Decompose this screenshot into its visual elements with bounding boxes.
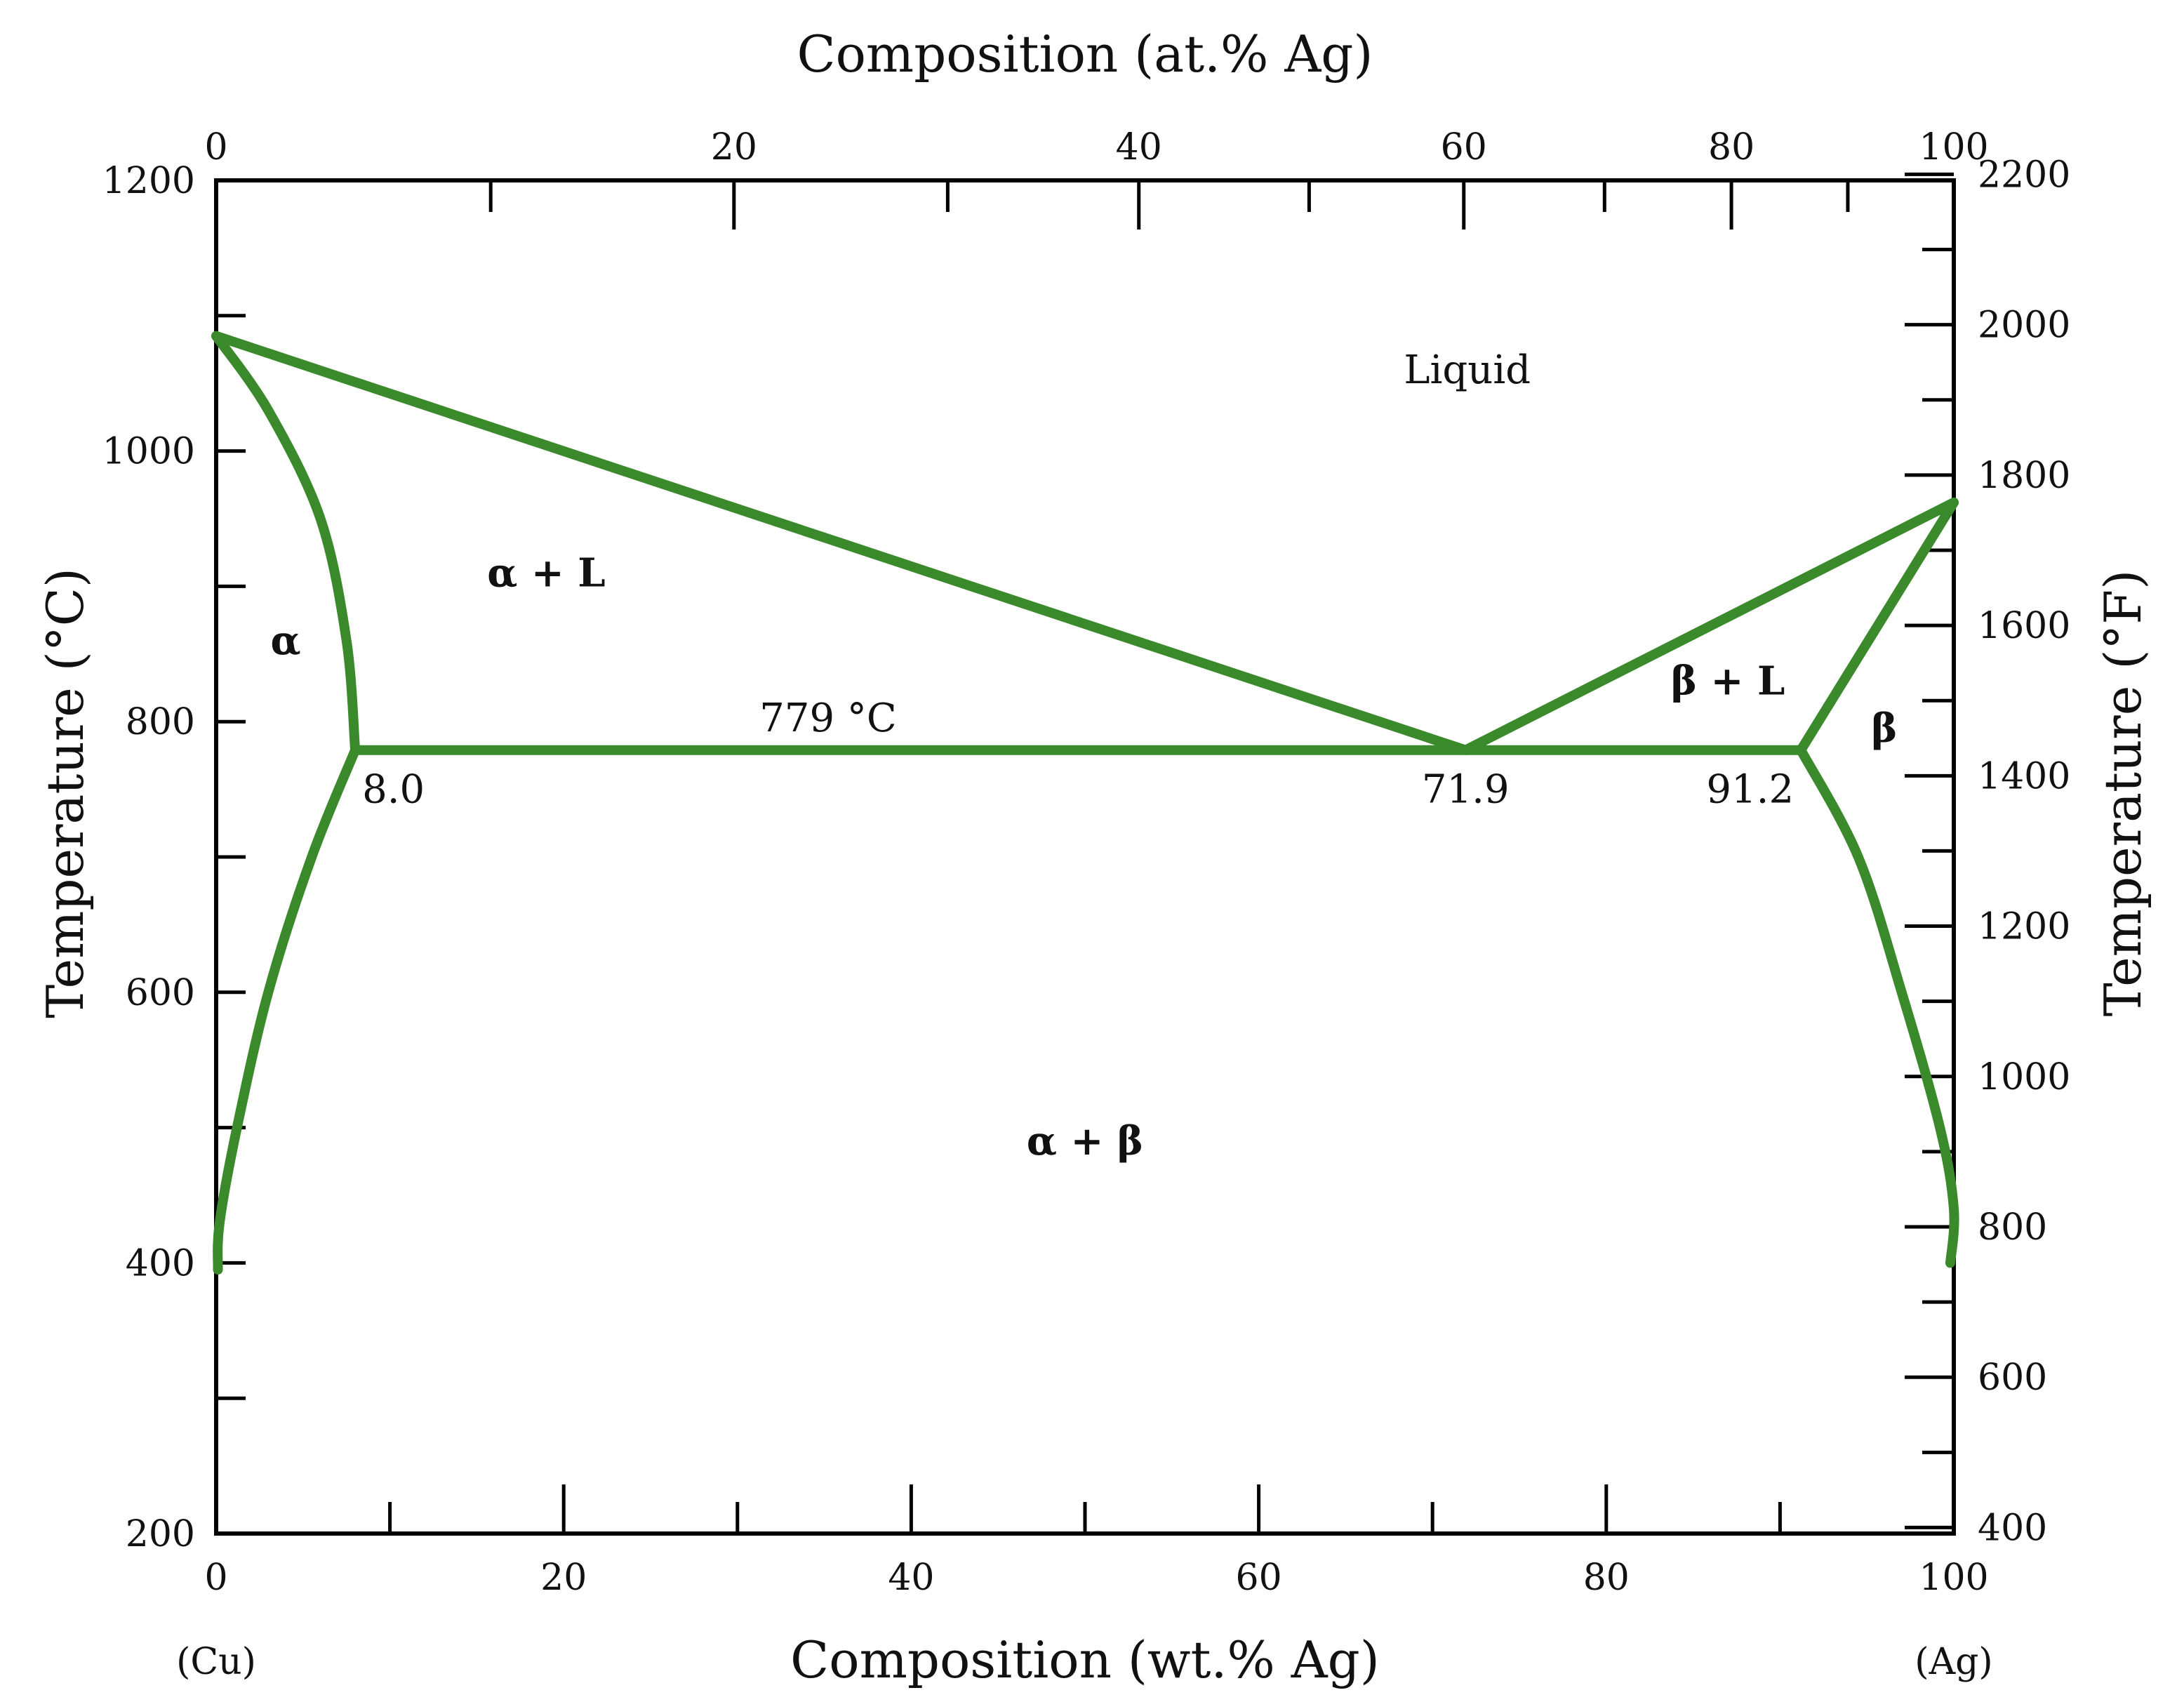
right-axis-title: Temperature (°F) bbox=[2093, 570, 2152, 1017]
left-tick-label: 600 bbox=[126, 972, 195, 1014]
right-tick-label: 600 bbox=[1978, 1357, 2047, 1399]
right-tick-label: 400 bbox=[1978, 1507, 2047, 1549]
phase-region-label: α + L bbox=[487, 550, 605, 596]
plot-frame bbox=[214, 178, 1956, 1536]
top-axis-title: Composition (at.% Ag) bbox=[797, 25, 1373, 84]
bottom-tick-label: 20 bbox=[540, 1557, 587, 1599]
left-tick-label: 1200 bbox=[102, 160, 195, 202]
top-tick-label: 60 bbox=[1441, 126, 1487, 168]
ticks bbox=[214, 172, 1956, 1536]
bottom-tick-label: 60 bbox=[1236, 1557, 1282, 1599]
tick-labels: 0 20 40 60 80 1000 20 40 60 80 1002004006008001000… bbox=[102, 126, 2071, 1599]
composition-label: 91.2 bbox=[1706, 767, 1794, 813]
solvus-alpha-line bbox=[213, 745, 361, 1275]
phase-region-label: β + L bbox=[1671, 658, 1785, 705]
bottom-tick-label: 0 bbox=[204, 1557, 227, 1599]
top-tick-label: 20 bbox=[711, 126, 757, 168]
left-tick-label: 200 bbox=[126, 1513, 195, 1555]
left-axis-title: Temperature (°C) bbox=[36, 568, 95, 1018]
composition-label: 8.0 bbox=[362, 767, 425, 813]
left-tick-label: 400 bbox=[126, 1242, 195, 1284]
top-tick-label: 80 bbox=[1708, 126, 1754, 168]
bottom-tick-label: 80 bbox=[1583, 1557, 1630, 1599]
top-tick-label: 100 bbox=[1919, 126, 1988, 168]
bottom-tick-label: 40 bbox=[888, 1557, 934, 1599]
phase-region-label: α + β bbox=[1027, 1118, 1143, 1164]
phase-boundaries bbox=[211, 331, 1959, 1275]
solvus-beta-line bbox=[1796, 745, 1959, 1268]
right-tick-label: 2000 bbox=[1978, 305, 2070, 347]
top-tick-label: 40 bbox=[1116, 126, 1162, 168]
right-tick-label: 1800 bbox=[1978, 455, 2070, 497]
solidus-beta-line bbox=[1796, 497, 1959, 755]
phase-region-label: β bbox=[1871, 705, 1897, 752]
left-tick-label: 800 bbox=[126, 701, 195, 743]
ag-end-label: (Ag) bbox=[1915, 1641, 1992, 1683]
phase-region-label: α bbox=[270, 618, 300, 664]
bottom-axis-title: Composition (wt.% Ag) bbox=[790, 1630, 1380, 1689]
bottom-tick-label: 100 bbox=[1919, 1557, 1988, 1599]
cu-end-label: (Cu) bbox=[176, 1641, 256, 1683]
right-tick-label: 2200 bbox=[1978, 154, 2070, 196]
right-tick-label: 1200 bbox=[1978, 906, 2070, 948]
eutectic-temperature-label: 779 °C bbox=[759, 696, 897, 741]
left-tick-label: 1000 bbox=[102, 431, 195, 473]
region-labels: Liquid α + L α β + L β α + β 8.0 71.9 91.2 bbox=[270, 347, 1897, 1164]
liquidus-beta-line bbox=[1460, 497, 1959, 755]
solidus-alpha-line bbox=[211, 331, 361, 755]
right-tick-label: 800 bbox=[1978, 1206, 2047, 1249]
right-tick-label: 1400 bbox=[1978, 755, 2070, 797]
top-tick-label: 0 bbox=[204, 126, 227, 168]
right-tick-label: 1000 bbox=[1978, 1056, 2070, 1098]
composition-label: 71.9 bbox=[1422, 767, 1510, 813]
liquidus-alpha-line bbox=[211, 331, 1471, 755]
phase-region-label: Liquid bbox=[1404, 347, 1531, 393]
right-tick-label: 1600 bbox=[1978, 605, 2070, 647]
